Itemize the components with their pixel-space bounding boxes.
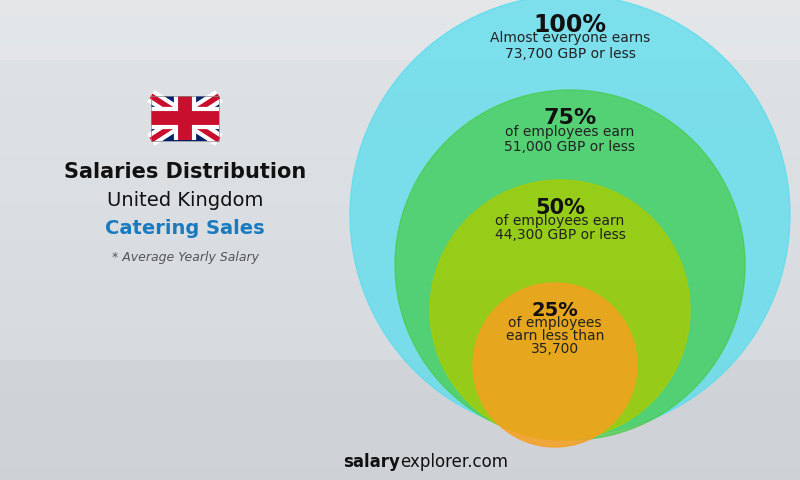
Text: 44,300 GBP or less: 44,300 GBP or less [494, 228, 626, 242]
Text: * Average Yearly Salary: * Average Yearly Salary [111, 252, 258, 264]
Bar [151, 96, 219, 141]
Bar [0, 0, 800, 60]
Text: of employees earn: of employees earn [495, 214, 625, 228]
Text: 75%: 75% [543, 108, 597, 128]
Text: 25%: 25% [532, 301, 578, 320]
Circle shape [395, 90, 745, 440]
Text: 73,700 GBP or less: 73,700 GBP or less [505, 47, 635, 61]
Text: 50%: 50% [535, 198, 585, 218]
Text: salary: salary [343, 453, 400, 471]
Text: of employees: of employees [508, 316, 602, 330]
Text: 51,000 GBP or less: 51,000 GBP or less [505, 140, 635, 154]
Text: 100%: 100% [534, 13, 606, 37]
Text: explorer.com: explorer.com [400, 453, 508, 471]
Text: United Kingdom: United Kingdom [107, 191, 263, 209]
Text: Salaries Distribution: Salaries Distribution [64, 162, 306, 182]
Text: Almost everyone earns: Almost everyone earns [490, 31, 650, 45]
Bar [151, 96, 219, 141]
Circle shape [473, 283, 637, 447]
Text: earn less than: earn less than [506, 329, 604, 343]
Bar [0, 360, 800, 480]
Text: 35,700: 35,700 [531, 342, 579, 356]
Circle shape [430, 180, 690, 440]
Text: Catering Sales: Catering Sales [105, 218, 265, 238]
Circle shape [350, 0, 790, 435]
Text: of employees earn: of employees earn [506, 125, 634, 139]
